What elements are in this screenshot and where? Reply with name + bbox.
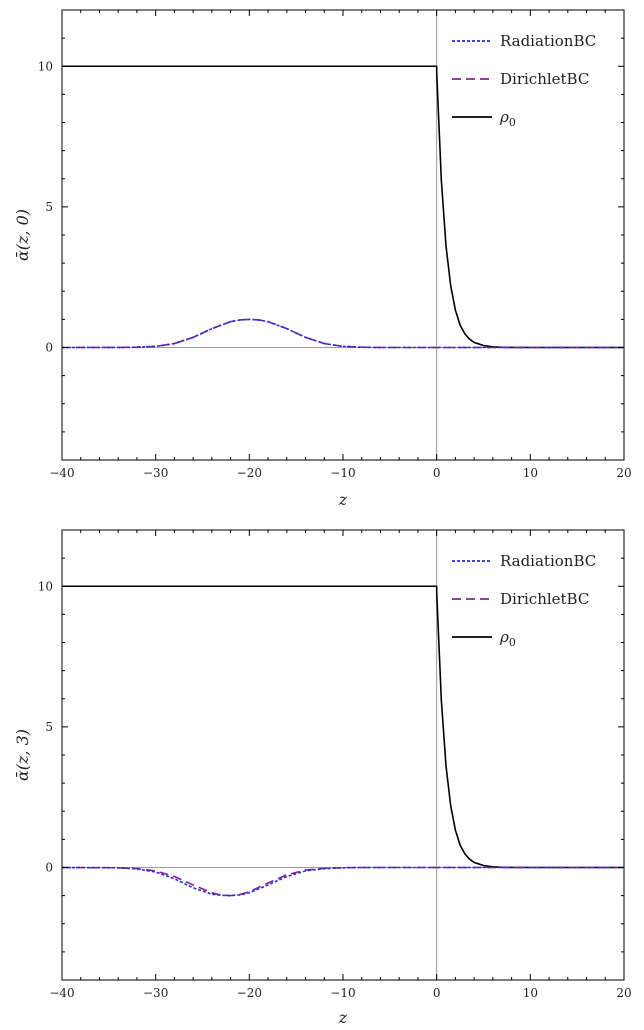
- x-axis-title: z: [338, 1008, 348, 1027]
- y-tick-label: 0: [45, 861, 53, 875]
- x-tick-label: −30: [143, 986, 168, 1000]
- x-tick-label: 20: [616, 986, 631, 1000]
- x-axis-title: z: [338, 490, 348, 509]
- series-line-rho0: [62, 585, 624, 869]
- legend-label: ρ0: [499, 108, 516, 129]
- x-tick-label: −40: [49, 986, 74, 1000]
- y-tick-label: 10: [38, 59, 53, 73]
- y-tick-label: 5: [45, 200, 53, 214]
- y-axis-title: ᾱ(z, 3): [13, 729, 32, 781]
- legend-label: ρ0: [499, 628, 516, 649]
- series-line-dirichletbc: [62, 318, 624, 349]
- legend-label: RadiationBC: [500, 552, 596, 570]
- y-tick-label: 10: [38, 579, 53, 593]
- x-tick-label: 10: [523, 986, 538, 1000]
- x-tick-label: −20: [237, 986, 262, 1000]
- series-group: [62, 585, 624, 897]
- series-line-radiationbc: [62, 318, 624, 349]
- series-line-radiationbc: [62, 866, 624, 897]
- x-tick-label: 20: [616, 466, 631, 480]
- x-tick-label: −30: [143, 466, 168, 480]
- x-tick-label: −10: [330, 466, 355, 480]
- legend: RadiationBC DirichletBC ρ0: [452, 32, 596, 129]
- chart-panel-1: −40 −30 −20 −10 0 10 20 0 5 10 z ᾱ(z, 0) RadiationBC…: [13, 9, 632, 509]
- x-tick-label: 10: [523, 466, 538, 480]
- x-tick-label: 0: [433, 986, 441, 1000]
- y-tick-label: 0: [45, 341, 53, 355]
- x-tick-label: 0: [433, 466, 441, 480]
- legend-label: DirichletBC: [500, 590, 589, 608]
- y-axis-title: ᾱ(z, 0): [13, 209, 32, 261]
- x-tick-label: −20: [237, 466, 262, 480]
- legend-label: RadiationBC: [500, 32, 596, 50]
- legend-label: DirichletBC: [500, 70, 589, 88]
- series-line-rho0: [62, 65, 624, 349]
- legend: RadiationBC DirichletBC ρ0: [452, 552, 596, 649]
- x-tick-label: −10: [330, 986, 355, 1000]
- y-tick-label: 5: [45, 720, 53, 734]
- chart-panel-2: −40 −30 −20 −10 0 10 20 0 5 10 z ᾱ(z, 3) RadiationBC…: [13, 529, 632, 1027]
- series-group: [62, 65, 624, 349]
- series-line-dirichletbc: [62, 866, 624, 897]
- x-tick-label: −40: [49, 466, 74, 480]
